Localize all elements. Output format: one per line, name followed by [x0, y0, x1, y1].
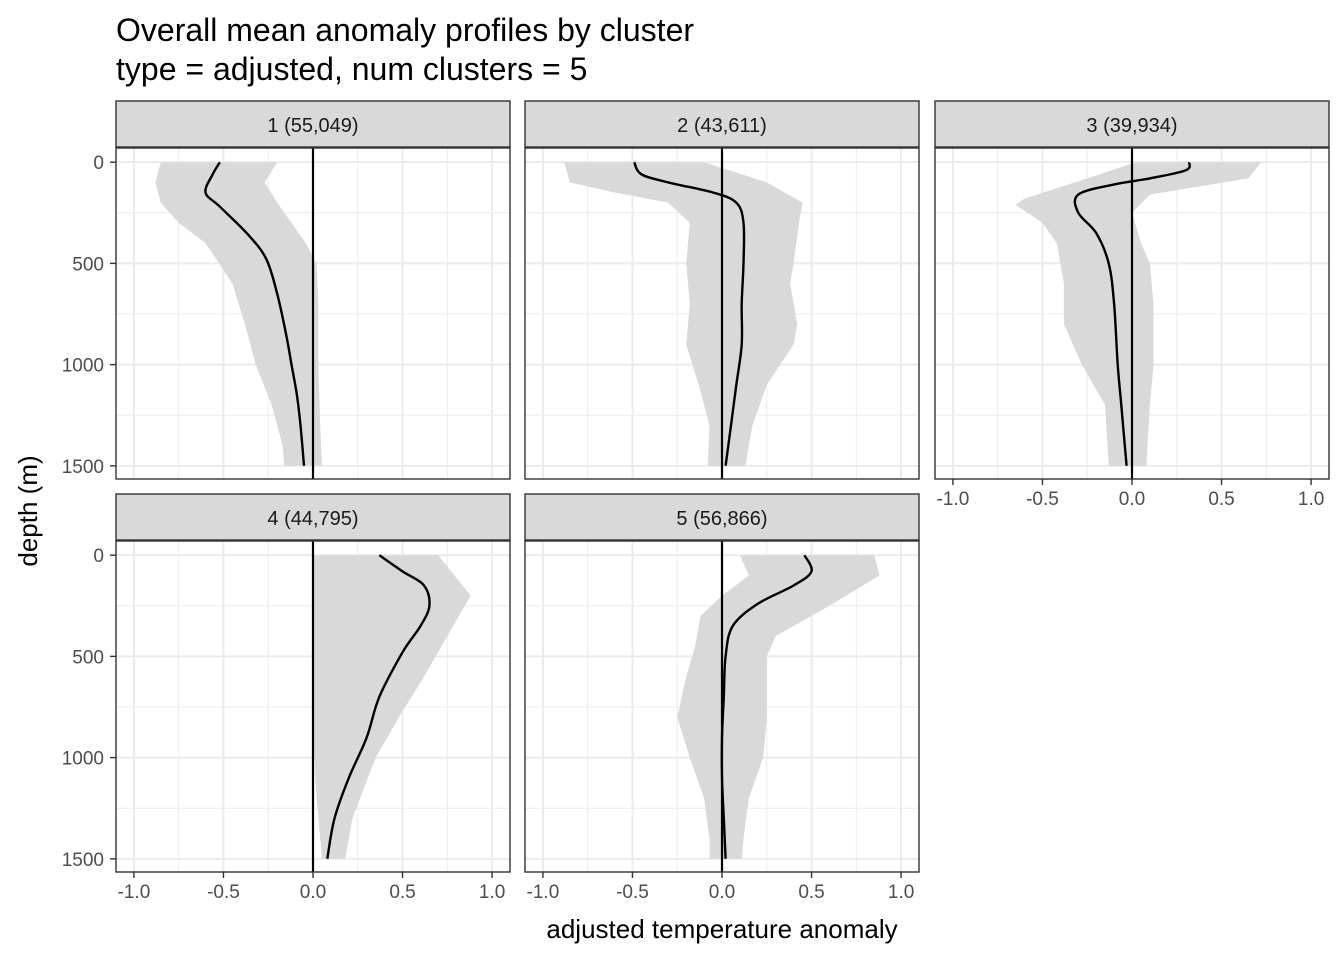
- x-tick-label: -0.5: [1026, 489, 1059, 510]
- y-tick-label: 500: [72, 647, 104, 668]
- panel-3: 3 (39,934) -1.0 -0.5 0.0 0.5 1.0: [934, 100, 1330, 510]
- x-tick-label: -1.0: [118, 882, 151, 903]
- x-tick-label: 1.0: [888, 882, 914, 903]
- y-tick-label: 1500: [62, 457, 104, 478]
- x-tick-label: -1.0: [937, 489, 970, 510]
- y-tick-label: 0: [93, 153, 104, 174]
- panel-2: 2 (43,611): [524, 100, 920, 480]
- spread-ribbon: [1015, 162, 1261, 466]
- x-tick-label: -0.5: [207, 882, 240, 903]
- chart-subtitle: type = adjusted, num clusters = 5: [116, 51, 587, 87]
- x-tick-label: 1.0: [1298, 489, 1324, 510]
- y-tick-label: 1000: [62, 749, 104, 770]
- mean-profile-line: [326, 554, 431, 860]
- x-tick-label: 0.0: [1119, 489, 1145, 510]
- spread-ribbon: [155, 162, 322, 466]
- x-axis-title: adjusted temperature anomaly: [546, 914, 897, 944]
- y-tick-label: 1000: [62, 356, 104, 377]
- panel-strip-label: 4 (44,795): [267, 508, 358, 530]
- panel-strip: [934, 100, 1330, 148]
- mean-profile-line: [633, 161, 746, 466]
- y-tick-label: 500: [72, 254, 104, 275]
- mean-profile-line: [1073, 161, 1191, 466]
- panel-strip-label: 1 (55,049): [267, 115, 358, 137]
- x-tick-label: -0.5: [616, 882, 649, 903]
- spread-ribbon: [313, 555, 471, 859]
- mean-profile-line: [720, 554, 813, 859]
- facet-panels: 1 (55,049) 0 500 1000 1500 2 (43,611) 3 (39,93…: [62, 100, 1330, 903]
- chart-title: Overall mean anomaly profiles by cluster: [116, 12, 694, 48]
- panel-strip: [524, 100, 920, 148]
- y-tick-label: 1500: [62, 850, 104, 871]
- panel-strip: [524, 493, 920, 541]
- panel-strip: [115, 100, 511, 148]
- panel-strip: [115, 493, 511, 541]
- panel-1: 1 (55,049) 0 500 1000 1500: [62, 100, 511, 480]
- x-tick-label: 0.5: [389, 882, 415, 903]
- panel-4: 4 (44,795) 0 500 1000 1500 -1.0 -0.5 0.0 0.5 1.0: [62, 493, 511, 903]
- panel-strip-label: 5 (56,866): [676, 508, 767, 530]
- x-tick-label: 1.0: [479, 882, 505, 903]
- x-tick-label: 0.5: [798, 882, 824, 903]
- x-tick-label: -1.0: [527, 882, 560, 903]
- mean-profile-line: [204, 161, 306, 466]
- x-tick-label: 0.0: [300, 882, 326, 903]
- panel-strip-label: 3 (39,934): [1086, 115, 1177, 137]
- x-tick-label: 0.0: [709, 882, 735, 903]
- y-axis-title: depth (m): [13, 455, 43, 566]
- panel-5: 5 (56,866) -1.0 -0.5 0.0 0.5 1.0: [524, 493, 920, 903]
- x-tick-label: 0.5: [1208, 489, 1234, 510]
- panel-strip-label: 2 (43,611): [677, 115, 767, 137]
- panel-frame: [524, 147, 920, 480]
- y-tick-label: 0: [93, 546, 104, 567]
- spread-ribbon: [677, 555, 880, 859]
- panel-frame: [115, 147, 511, 480]
